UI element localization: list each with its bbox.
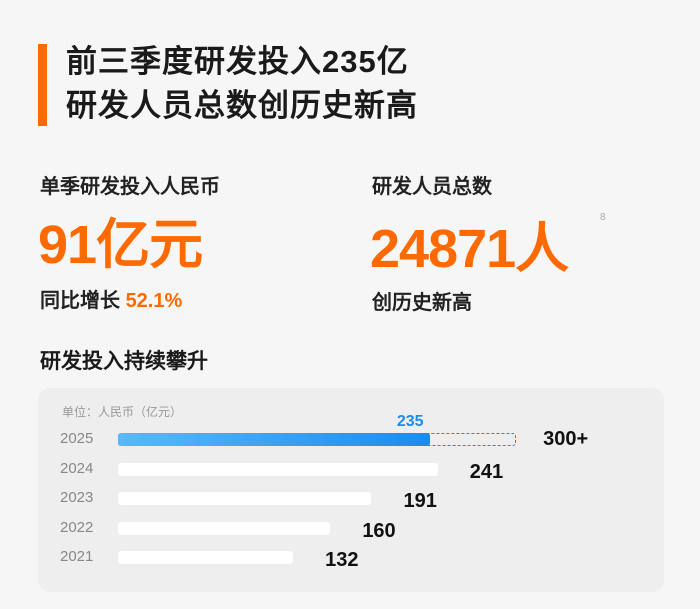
footnote-marker: 8 [600, 212, 606, 223]
value-label: 160 [362, 519, 396, 542]
value-label: 300+ [543, 428, 589, 450]
unit-label: 单位：人民币（亿元） [62, 405, 183, 419]
year-label: 2024 [60, 459, 94, 477]
section-title: 研发投入持续攀升 [40, 350, 208, 373]
bar-2021 [118, 551, 294, 564]
staff-value: 24871人 [370, 219, 569, 279]
rd-quarter-value: 91亿元 [38, 215, 203, 275]
value-label: 132 [325, 549, 359, 571]
growth-label: 同比增长 [40, 290, 120, 312]
title-line-1: 前三季度研发投入235亿 [66, 44, 409, 79]
year-label: 2023 [60, 489, 94, 506]
staff-note: 创历史新高 [372, 292, 472, 314]
title-line-2: 研发人员总数创历史新高 [66, 88, 418, 123]
bar-2024 [118, 462, 438, 476]
year-label: 2022 [60, 518, 94, 536]
value-label: 191 [403, 490, 437, 512]
growth: 同比增长 52.1% [40, 284, 182, 313]
rd-quarter-label: 单季研发投入人民币 [40, 176, 220, 198]
staff-label: 研发人员总数 [372, 176, 492, 198]
current-value-label: 235 [396, 413, 424, 430]
title-accent-bar [38, 44, 47, 126]
year-label: 2021 [60, 548, 94, 565]
page-title: 前三季度研发投入235亿 研发人员总数创历史新高 [66, 40, 418, 128]
growth-value: 52.1% [125, 290, 183, 312]
value-label: 241 [469, 460, 504, 483]
bar-2023 [118, 492, 372, 505]
year-label: 2025 [60, 430, 94, 447]
bar-2022 [118, 521, 331, 535]
bar-2025 [118, 433, 430, 446]
